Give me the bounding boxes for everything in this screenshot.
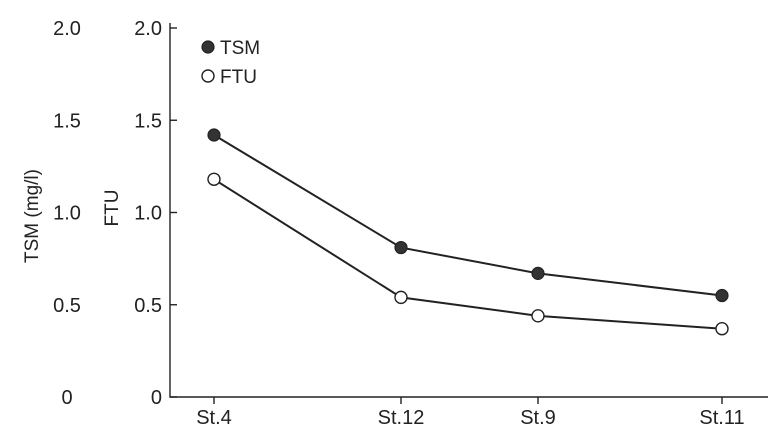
- x-tick-label: St.12: [378, 407, 425, 429]
- data-point-ftu: [207, 172, 221, 186]
- data-point-ftu: [394, 290, 408, 305]
- data-point-tsm: [531, 266, 545, 280]
- series-line-ftu: [213, 178, 723, 330]
- data-point-ftu: [531, 309, 545, 323]
- x-tick-marks: [213, 397, 723, 404]
- legend-label-ftu: FTU: [220, 67, 257, 88]
- x-tick-label: St.9: [520, 407, 556, 429]
- right-y-tick-label: 1.5: [134, 110, 162, 132]
- legend: TSM FTU: [201, 38, 260, 88]
- x-tick-label: St.4: [196, 407, 232, 429]
- x-tick-label: St.11: [699, 407, 744, 429]
- inner-y-axis-title: FTU: [102, 190, 123, 227]
- legend-label-tsm: TSM: [220, 38, 260, 59]
- right-y-tick-label: 1.0: [134, 203, 162, 225]
- left-y-axis-title: TSM (mg/l): [22, 169, 43, 263]
- series-layer: [207, 128, 729, 336]
- legend-marker-ftu: [201, 69, 215, 83]
- data-point-tsm: [207, 128, 221, 142]
- left-y-tick-label: 2.0: [53, 18, 81, 40]
- right-y-tick-label: 2.0: [134, 18, 162, 40]
- series-line-tsm: [213, 134, 723, 297]
- data-point-tsm: [715, 288, 729, 303]
- left-y-tick-label: 0.5: [53, 295, 81, 317]
- left-y-tick-label: 1.5: [53, 110, 81, 132]
- data-point-tsm: [394, 240, 408, 255]
- left-y-tick-label: 0: [61, 387, 72, 409]
- y-tick-marks: [170, 27, 177, 398]
- data-point-ftu: [715, 322, 729, 336]
- legend-marker-tsm: [201, 40, 215, 54]
- left-y-tick-label: 1.0: [53, 203, 81, 225]
- right-y-tick-label: 0: [151, 387, 162, 409]
- axes: [169, 23, 768, 398]
- right-y-tick-label: 0.5: [134, 295, 162, 317]
